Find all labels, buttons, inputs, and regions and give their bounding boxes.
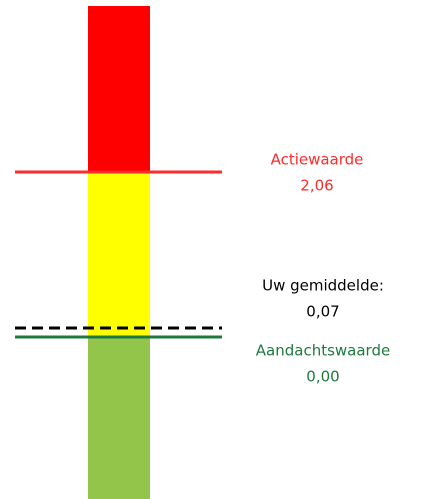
green-zone	[88, 336, 150, 499]
attention-label: Aandachtswaarde	[256, 342, 390, 360]
action-value: 2,06	[300, 177, 333, 195]
average-value: 0,07	[306, 303, 339, 321]
attention-value: 0,00	[306, 368, 339, 386]
yellow-zone	[88, 172, 150, 336]
action-label: Actiewaarde	[271, 151, 364, 169]
average-label: Uw gemiddelde:	[262, 277, 384, 295]
red-zone	[88, 6, 150, 172]
